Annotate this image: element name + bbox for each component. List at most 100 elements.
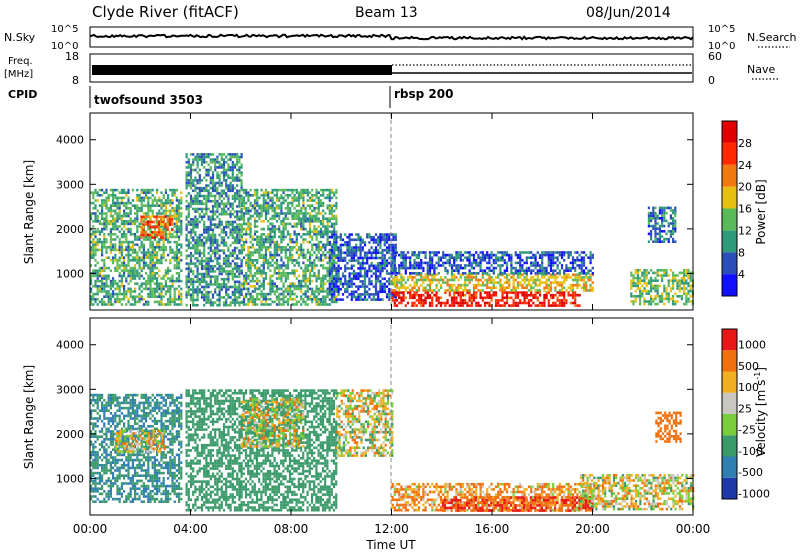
heatmap-cell-power: [253, 272, 257, 275]
heatmap-cell-power: [383, 267, 386, 270]
heatmap-cell-power: [209, 218, 212, 221]
heatmap-cell-power: [395, 278, 399, 282]
heatmap-cell-power: [216, 267, 219, 271]
heatmap-cell-power: [569, 286, 572, 290]
heatmap-cell-power: [267, 266, 270, 270]
heatmap-cell-power: [302, 248, 305, 252]
heatmap-cell-power: [222, 225, 226, 229]
heatmap-cell-power: [238, 303, 241, 307]
heatmap-cell-power: [196, 277, 199, 281]
heatmap-cell-power: [178, 225, 181, 228]
heatmap-cell-power: [395, 299, 399, 302]
heatmap-cell-power: [503, 304, 506, 307]
noise-tick-right-bottom: 10^0: [708, 41, 735, 52]
heatmap-cell-power: [300, 188, 303, 192]
heatmap-cell-power: [302, 279, 305, 283]
heatmap-cell-power: [169, 188, 172, 192]
heatmap-cell-power: [149, 272, 152, 275]
heatmap-cell-power: [164, 246, 167, 249]
heatmap-cell-power: [131, 295, 134, 298]
heatmap-cell-power: [209, 153, 212, 156]
heatmap-cell-power: [379, 241, 382, 244]
heatmap-cell-power: [308, 272, 312, 275]
heatmap-cell-power: [439, 286, 443, 290]
heatmap-cell-power: [260, 235, 263, 239]
heatmap-cell-power: [275, 188, 279, 192]
heatmap-cell-power: [289, 287, 292, 291]
heatmap-cell-power: [453, 269, 456, 272]
heatmap-cell-power: [145, 196, 148, 200]
heatmap-cell-power: [284, 277, 287, 280]
heatmap-cell-power: [247, 290, 250, 293]
heatmap-cell-power: [200, 207, 204, 211]
heatmap-cell-power: [222, 249, 226, 252]
heatmap-cell-power: [400, 273, 403, 277]
heatmap-cell-power: [383, 277, 386, 281]
heatmap-cell-power: [444, 291, 447, 294]
heatmap-cell-power: [105, 188, 108, 192]
heatmap-cell-power: [256, 282, 259, 285]
heatmap-cell-power: [156, 266, 159, 270]
heatmap-cell-power: [114, 227, 117, 231]
heatmap-cell-power: [167, 240, 170, 244]
heatmap-cell-power: [393, 304, 396, 307]
heatmap-cell-power: [140, 274, 143, 278]
heatmap-cell-power: [304, 279, 307, 283]
heatmap-cell-power: [328, 293, 331, 296]
heatmap-cell-power: [395, 304, 399, 307]
heatmap-cell-power: [218, 293, 221, 297]
heatmap-cell-power: [187, 212, 190, 216]
heatmap-cell-power: [227, 249, 230, 252]
heatmap-cell-power: [127, 248, 130, 252]
heatmap-cell-power: [192, 293, 195, 297]
heatmap-cell-power: [156, 279, 159, 283]
heatmap-cell-power: [138, 225, 141, 228]
heatmap-cell-power: [282, 274, 285, 278]
heatmap-cell-power: [220, 267, 223, 271]
heatmap-cell-power: [435, 273, 438, 277]
heatmap-cell-power: [392, 282, 395, 286]
heatmap-cell-power: [125, 191, 128, 194]
heatmap-cell-power: [262, 191, 265, 194]
heatmap-cell-power: [346, 280, 349, 283]
heatmap-cell-power: [545, 278, 548, 282]
heatmap-cell-power: [379, 274, 382, 278]
heatmap-cell-power: [448, 304, 451, 307]
heatmap-cell-power: [483, 278, 487, 282]
heatmap-cell-power: [90, 217, 93, 220]
heatmap-cell-power: [236, 233, 239, 237]
heatmap-cell-power: [319, 194, 323, 197]
heatmap-cell-power: [370, 256, 373, 260]
heatmap-cell-power: [516, 293, 520, 297]
heatmap-cell-power: [194, 303, 197, 307]
heatmap-cell-power: [490, 278, 493, 282]
heatmap-cell-power: [313, 233, 316, 236]
heatmap-cell-power: [552, 296, 555, 300]
heatmap-cell-power: [178, 259, 181, 262]
heatmap-cell-power: [157, 215, 160, 219]
heatmap-cell-power: [92, 233, 95, 236]
heatmap-cell-power: [101, 298, 104, 301]
heatmap-cell-power: [538, 301, 542, 305]
heatmap-cell-power: [209, 176, 212, 180]
heatmap-cell-power: [510, 291, 513, 294]
heatmap-cell-power: [258, 248, 261, 252]
heatmap-cell-power: [153, 227, 156, 231]
heatmap-cell-power: [192, 158, 195, 161]
heatmap-cell-power: [169, 295, 172, 298]
heatmap-cell-power: [123, 222, 126, 226]
heatmap-cell-power: [333, 264, 336, 268]
heatmap-cell-power: [453, 283, 456, 287]
heatmap-cell-power: [103, 238, 106, 241]
heatmap-cell-power: [205, 228, 208, 232]
heatmap-cell-power: [156, 212, 159, 215]
heatmap-cell-power: [385, 251, 389, 255]
heatmap-cell-power: [426, 272, 429, 275]
heatmap-cell-power: [492, 286, 495, 290]
heatmap-cell-power: [220, 181, 223, 185]
heatmap-cell-power: [366, 233, 369, 236]
heatmap-cell-power: [508, 296, 511, 300]
heatmap-cell-power: [185, 199, 188, 203]
heatmap-cell-power: [256, 298, 259, 301]
heatmap-cell-power: [269, 251, 272, 254]
